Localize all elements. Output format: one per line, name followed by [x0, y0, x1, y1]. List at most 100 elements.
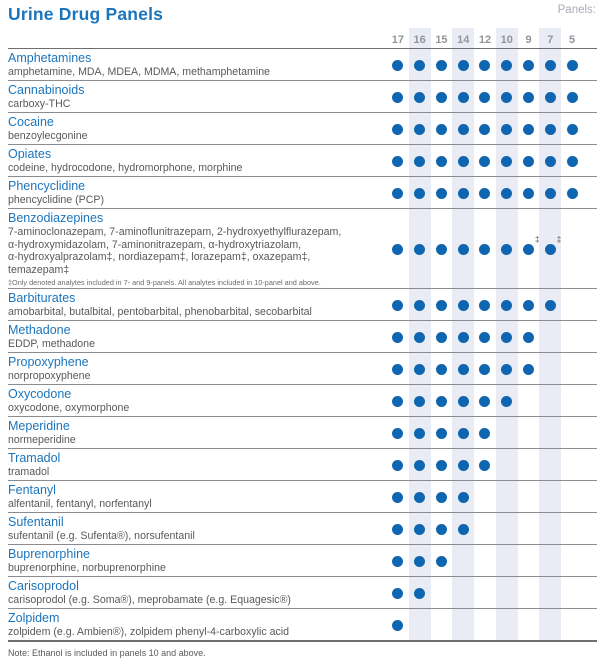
column-stripe-7 [539, 28, 562, 642]
panel-cell-16 [409, 59, 431, 71]
panel-cell-9 [518, 123, 540, 135]
included-dot [523, 363, 535, 375]
panel-cell-16 [409, 123, 431, 135]
included-dot [457, 491, 469, 503]
included-dot [392, 59, 404, 71]
panel-cell-9 [518, 187, 540, 199]
panel-cell-17 [387, 459, 409, 471]
included-dot [392, 619, 404, 631]
panel-column-header-15: 15 [435, 34, 448, 46]
drug-analytes: benzoylecgonine [8, 130, 88, 142]
included-dot [501, 395, 513, 407]
drug-row: Cannabinoids carboxy-THC [8, 81, 597, 113]
dagger-marker: ‡ [534, 235, 540, 245]
drug-row: Propoxyphene norpropoxyphene [8, 353, 597, 386]
panel-cell-10 [496, 59, 518, 71]
included-dot [523, 155, 535, 167]
panel-cell-9 [518, 91, 540, 103]
included-dot [479, 243, 491, 255]
panel-dot-grid [387, 579, 597, 607]
panel-cell-16 [409, 587, 431, 599]
drug-row-text: Buprenorphine buprenorphine, norbuprenor… [8, 547, 387, 575]
drug-row: Cocaine benzoylecgonine [8, 113, 597, 145]
included-dot [544, 187, 556, 199]
panel-cell-9 [518, 331, 540, 343]
drug-row: Phencyclidine phencyclidine (PCP) [8, 177, 597, 209]
included-dot [435, 91, 447, 103]
drug-class-name: Zolpidem [8, 611, 60, 626]
included-dot [479, 299, 491, 311]
panel-cell-14 [452, 491, 474, 503]
drug-analytes: amphetamine, MDA, MDEA, MDMA, methamphet… [8, 66, 270, 78]
included-dot [457, 187, 469, 199]
panel-cell-7 [539, 123, 561, 135]
drug-class-name: Oxycodone [8, 387, 72, 402]
panel-cell-12 [474, 331, 496, 343]
drug-class-name: Cannabinoids [8, 83, 85, 97]
drug-analytes: EDDP, methadone [8, 338, 95, 351]
drug-class-name: Buprenorphine [8, 547, 91, 562]
panel-column-header-7: 7 [547, 34, 554, 46]
panel-cell-14 [452, 395, 474, 407]
included-dot [523, 187, 535, 199]
panel-cell-14 [452, 523, 474, 535]
drug-analytes: normeperidine [8, 434, 76, 447]
panel-dot-grid [387, 515, 597, 543]
included-dot [414, 187, 426, 199]
panel-cell-12 [474, 91, 496, 103]
panel-cell-10 [496, 395, 518, 407]
included-dot [479, 59, 491, 71]
included-dot [501, 331, 513, 343]
included-dot [435, 123, 447, 135]
panel-cell-12 [474, 187, 496, 199]
included-dot [392, 427, 404, 439]
panel-cell-16 [409, 331, 431, 343]
panel-cell-12 [474, 363, 496, 375]
panel-cell-15 [431, 91, 453, 103]
panel-cell-17 [387, 587, 409, 599]
drug-row: Carisoprodol carisoprodol (e.g. Soma®), … [8, 577, 597, 610]
panel-dot-grid [387, 323, 597, 351]
panel-dot-grid: ‡ ‡ [387, 211, 597, 287]
drug-class-name: Opiates [8, 147, 52, 161]
included-dot [414, 427, 426, 439]
drug-row-text: Barbiturates amobarbital, butalbital, pe… [8, 291, 387, 319]
included-dot [414, 587, 426, 599]
panel-number-grid: 17 16 15 14 12 10 9 7 5 [387, 34, 597, 48]
panel-cell-10 [496, 91, 518, 103]
drug-class-name: Fentanyl [8, 483, 56, 498]
included-dot [544, 243, 556, 255]
drug-analytes: oxycodone, oxymorphone [8, 402, 130, 415]
panel-cell-16 [409, 155, 431, 167]
drug-row-text: Oxycodone oxycodone, oxymorphone [8, 387, 387, 415]
drug-row-text: Fentanyl alfentanil, fentanyl, norfentan… [8, 483, 387, 511]
panel-cell-12 [474, 155, 496, 167]
drug-row-text: Tramadol tramadol [8, 451, 387, 479]
panel-cell-5 [561, 123, 583, 135]
included-dot [479, 363, 491, 375]
drug-analytes: amobarbital, butalbital, pentobarbital, … [8, 306, 312, 319]
included-dot [501, 91, 513, 103]
panel-cell-14 [452, 123, 474, 135]
panel-cell-7 [539, 187, 561, 199]
panel-cell-5 [561, 187, 583, 199]
panel-cell-15 [431, 555, 453, 567]
included-dot [392, 523, 404, 535]
drug-class-name: Amphetamines [8, 51, 92, 65]
panel-cell-15 [431, 243, 453, 255]
included-dot [479, 395, 491, 407]
panel-column-header-14: 14 [457, 34, 470, 46]
included-dot [414, 299, 426, 311]
included-dot [457, 523, 469, 535]
included-dot [523, 123, 535, 135]
included-dot [414, 123, 426, 135]
drug-row-text: Methadone EDDP, methadone [8, 323, 387, 351]
panel-dot-grid [387, 387, 597, 415]
included-dot [501, 123, 513, 135]
panel-dot-grid [387, 291, 597, 319]
panel-column-header-17: 17 [391, 34, 404, 46]
included-dot [435, 363, 447, 375]
included-dot [479, 427, 491, 439]
included-dot [414, 491, 426, 503]
panel-cell-17 [387, 187, 409, 199]
